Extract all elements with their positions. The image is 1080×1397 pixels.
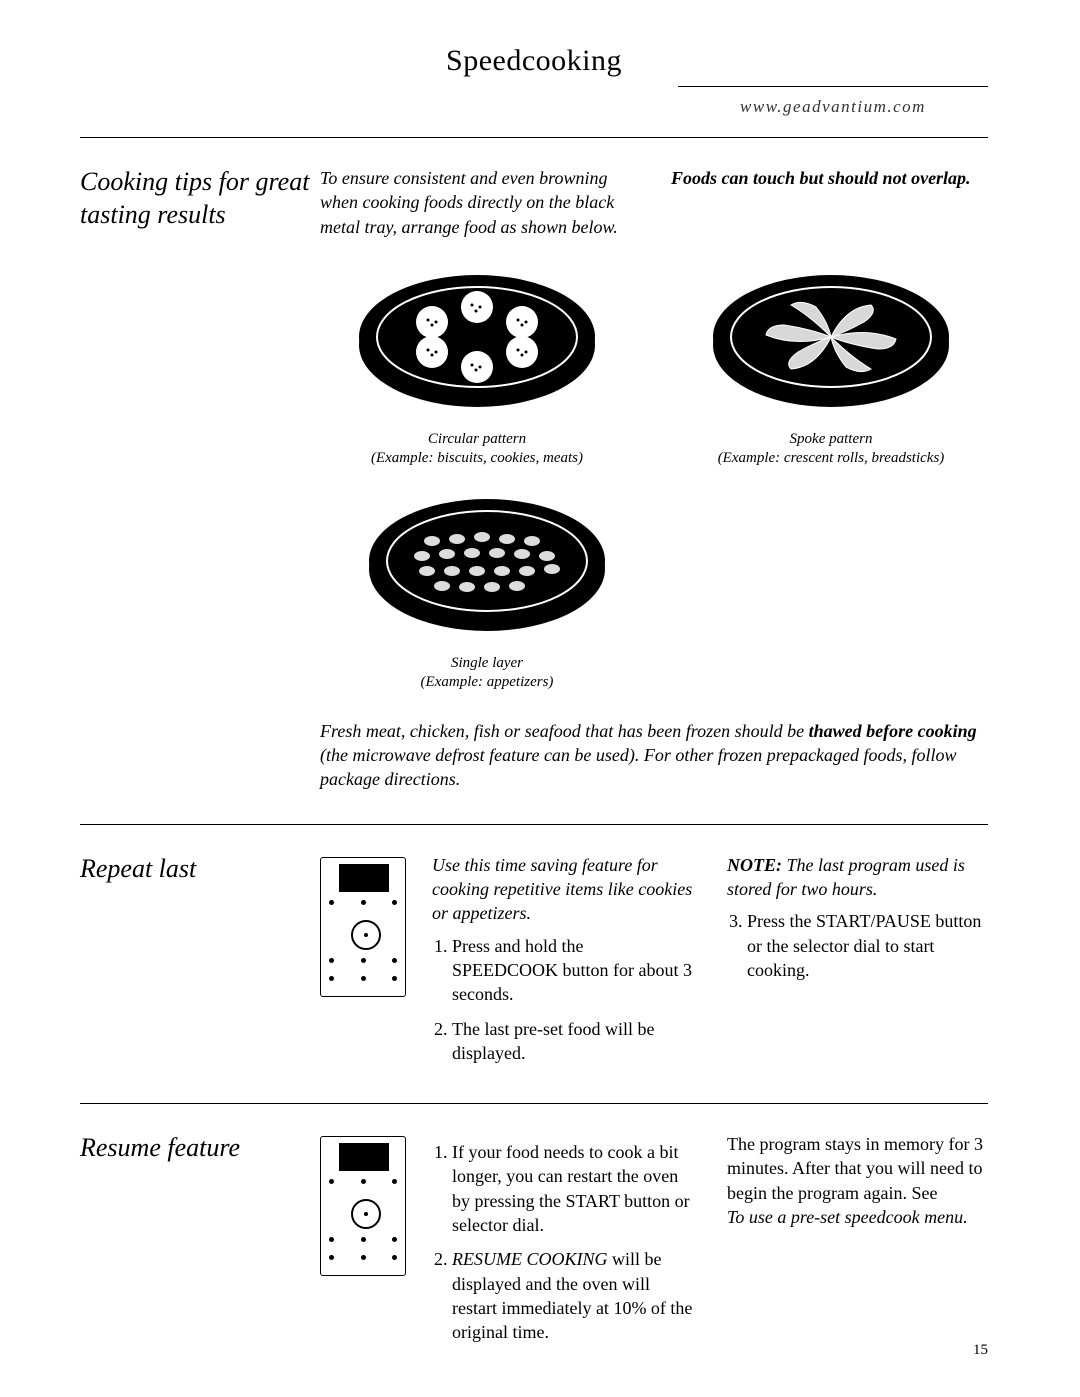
tray-circular-line2: (Example: biscuits, cookies, meats): [371, 450, 583, 466]
tray-spoke-caption: Spoke pattern (Example: crescent rolls, …: [674, 430, 988, 469]
header: Speedcooking: [80, 44, 988, 78]
page-number: 15: [973, 1342, 988, 1359]
repeat-last-intro: Use this time saving feature for cooking…: [432, 853, 693, 926]
cooking-tips-intro-row: To ensure consistent and even browning w…: [320, 166, 988, 257]
section-repeat-last: Repeat last Use this time saving feature…: [80, 825, 988, 1104]
tray-single-line1: Single layer: [451, 655, 523, 671]
header-url-row: www.geadvantium.com: [80, 86, 988, 117]
cooking-tips-left-intro: To ensure consistent and even browning w…: [320, 166, 637, 239]
resume-right-text: The program stays in memory for 3 minute…: [727, 1132, 988, 1229]
resume-right-2: To use a pre-set speedcook menu.: [727, 1207, 968, 1227]
control-panel-icon: [320, 1136, 406, 1276]
page: Speedcooking www.geadvantium.com Cooking…: [0, 0, 1080, 1397]
thaw-note: Fresh meat, chicken, fish or seafood tha…: [320, 719, 988, 792]
tray-circular-line1: Circular pattern: [428, 431, 526, 447]
header-url: www.geadvantium.com: [678, 86, 988, 117]
thaw-note-prefix: Fresh meat, chicken, fish or seafood tha…: [320, 721, 809, 741]
resume-step-2: RESUME COOKING will be displayed and the…: [452, 1247, 693, 1344]
resume-right-1: The program stays in memory for 3 minute…: [727, 1134, 983, 1203]
section-title-repeat-last: Repeat last: [80, 853, 320, 1075]
tray-circular-caption: Circular pattern (Example: biscuits, coo…: [320, 430, 634, 469]
repeat-last-steps-right: Press the START/PAUSE button or the sele…: [727, 909, 988, 982]
repeat-last-steps-left: Press and hold the SPEEDCOOK button for …: [432, 934, 693, 1065]
tray-spoke-line2: (Example: crescent rolls, breadsticks): [718, 450, 945, 466]
tray-spoke: Spoke pattern (Example: crescent rolls, …: [674, 267, 988, 469]
section-title-resume: Resume feature: [80, 1132, 320, 1354]
repeat-last-note: NOTE: The last program used is stored fo…: [727, 853, 988, 902]
repeat-last-panel: [320, 853, 432, 1075]
cooking-tips-right-intro: Foods can touch but should not overlap.: [671, 166, 988, 190]
tray-spoke-icon: [706, 267, 956, 417]
tray-circular: Circular pattern (Example: biscuits, coo…: [320, 267, 634, 469]
section-title-cooking-tips: Cooking tips for great tasting results: [80, 166, 320, 796]
repeat-last-note-label: NOTE:: [727, 855, 782, 875]
tray-figure-row-1: Circular pattern (Example: biscuits, coo…: [320, 267, 988, 469]
tray-single-icon: [362, 491, 612, 641]
resume-panel: [320, 1132, 432, 1354]
repeat-last-step-3: Press the START/PAUSE button or the sele…: [747, 909, 988, 982]
page-title: Speedcooking: [80, 44, 988, 78]
repeat-last-step-1: Press and hold the SPEEDCOOK button for …: [452, 934, 693, 1007]
tray-single: Single layer (Example: appetizers): [320, 491, 654, 693]
tray-single-caption: Single layer (Example: appetizers): [320, 654, 654, 693]
section-cooking-tips: Cooking tips for great tasting results T…: [80, 138, 988, 825]
resume-step-1: If your food needs to cook a bit longer,…: [452, 1140, 693, 1237]
tray-single-line2: (Example: appetizers): [421, 674, 554, 690]
tray-spoke-line1: Spoke pattern: [790, 431, 873, 447]
repeat-last-step-2: The last pre-set food will be displayed.: [452, 1017, 693, 1066]
thaw-note-strong: thawed before cooking: [809, 721, 977, 741]
tray-figure-row-2: Single layer (Example: appetizers): [320, 491, 988, 693]
tray-circular-icon: [352, 267, 602, 417]
control-panel-icon: [320, 857, 406, 997]
resume-steps: If your food needs to cook a bit longer,…: [432, 1140, 693, 1344]
section-resume: Resume feature If your food needs to coo…: [80, 1104, 988, 1382]
resume-step-2-em: RESUME COOKING: [452, 1249, 608, 1269]
thaw-note-suffix: (the microwave defrost feature can be us…: [320, 745, 957, 789]
